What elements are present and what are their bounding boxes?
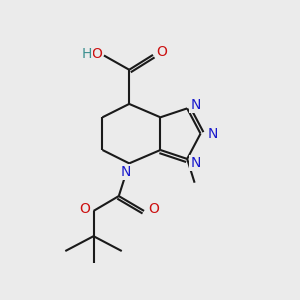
Text: O: O bbox=[148, 202, 159, 216]
Text: O: O bbox=[91, 47, 102, 61]
Text: N: N bbox=[207, 127, 218, 141]
Text: N: N bbox=[190, 156, 201, 170]
Text: O: O bbox=[157, 45, 167, 59]
Text: H: H bbox=[82, 47, 92, 61]
Text: O: O bbox=[79, 202, 90, 216]
Text: N: N bbox=[121, 165, 131, 179]
Text: N: N bbox=[190, 98, 201, 112]
